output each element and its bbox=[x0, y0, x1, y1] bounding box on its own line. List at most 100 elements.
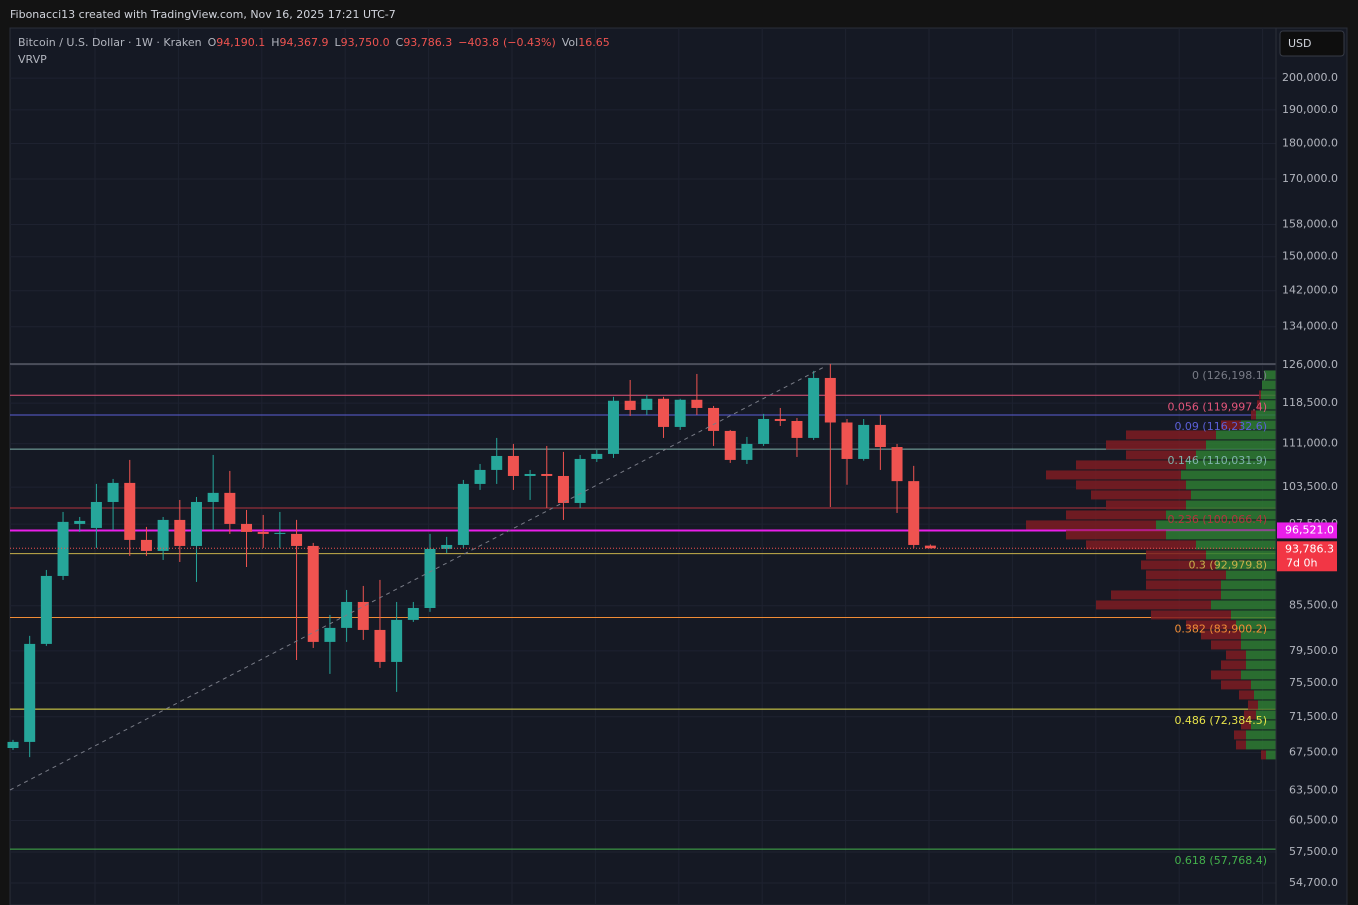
profile-down bbox=[1066, 510, 1166, 520]
profile-down bbox=[1257, 400, 1260, 410]
currency-box[interactable] bbox=[1279, 30, 1345, 57]
profile-down bbox=[1076, 480, 1186, 490]
profile-up bbox=[1181, 470, 1276, 480]
candle-body bbox=[724, 430, 736, 460]
y-tick-label: 71,500.0 bbox=[1289, 710, 1338, 723]
profile-down bbox=[1241, 720, 1251, 730]
y-tick-label: 54,700.0 bbox=[1289, 876, 1338, 889]
candle-body bbox=[57, 521, 69, 576]
candle-body bbox=[758, 418, 770, 444]
candle-body bbox=[190, 501, 202, 546]
profile-down bbox=[1086, 540, 1196, 550]
candle-body bbox=[874, 424, 886, 448]
y-tick-label: 118,500.0 bbox=[1282, 396, 1338, 409]
candle-body bbox=[374, 629, 386, 662]
poc-badge bbox=[1277, 522, 1337, 539]
change: −403.8 bbox=[458, 36, 499, 49]
candle-body bbox=[257, 531, 269, 534]
volume: 16.65 bbox=[578, 36, 610, 49]
overlay: 200,000.0 190,000.0 180,000.0 170,000.0 158,… bbox=[1167, 71, 1338, 889]
candle-body bbox=[74, 520, 86, 524]
profile-down bbox=[1221, 680, 1251, 690]
candle-body bbox=[357, 601, 369, 630]
fib-label: 0.146 (110,031.9) bbox=[1167, 454, 1267, 467]
profile-down bbox=[1111, 590, 1221, 600]
ohlc-key: O bbox=[208, 36, 217, 49]
y-tick-label: 134,000.0 bbox=[1282, 320, 1338, 333]
candle-body bbox=[474, 469, 486, 484]
profile-up bbox=[1226, 570, 1276, 580]
profile-up bbox=[1166, 530, 1276, 540]
profile-down bbox=[1151, 610, 1231, 620]
candle-body bbox=[491, 455, 503, 470]
profile-up bbox=[1186, 480, 1276, 490]
legend: Bitcoin / U.S. Dollar · 1W · Kraken O94,1… bbox=[18, 36, 610, 49]
profile-up bbox=[1256, 710, 1276, 720]
candle-body bbox=[674, 399, 686, 427]
y-tick-label: 158,000.0 bbox=[1282, 217, 1338, 230]
candle-body bbox=[557, 475, 569, 503]
ohlc-key: L bbox=[335, 36, 342, 49]
profile-down bbox=[1126, 450, 1196, 460]
y-tick-label: 57,500.0 bbox=[1289, 845, 1338, 858]
profile-up bbox=[1241, 420, 1276, 430]
profile-down bbox=[1146, 570, 1226, 580]
fib-label: 0.056 (119,997.4) bbox=[1167, 400, 1267, 413]
y-tick-label: 142,000.0 bbox=[1282, 284, 1338, 297]
candle-body bbox=[741, 443, 753, 460]
indicator: VRVP bbox=[18, 53, 47, 66]
profile-down bbox=[1026, 520, 1156, 530]
profile-down bbox=[1244, 710, 1256, 720]
fib-label: 0.09 (116,232.6) bbox=[1174, 420, 1267, 433]
candle-body bbox=[591, 453, 603, 459]
profile-up bbox=[1156, 520, 1276, 530]
profile-down bbox=[1091, 490, 1191, 500]
ohlc-value: 93,750.0 bbox=[341, 36, 390, 49]
profile-up bbox=[1266, 750, 1276, 760]
profile-up bbox=[1251, 720, 1276, 730]
fib-label: 0.3 (92,979.8) bbox=[1188, 559, 1267, 572]
profile-down bbox=[1221, 660, 1246, 670]
profile-down bbox=[1259, 390, 1261, 400]
fib-label: 0.618 (57,768.4) bbox=[1174, 854, 1267, 867]
y-tick-label: 170,000.0 bbox=[1282, 172, 1338, 185]
y-tick-label: 111,000.0 bbox=[1282, 437, 1338, 450]
y-tick-label: 126,000.0 bbox=[1282, 358, 1338, 371]
fib-trend-line bbox=[9, 365, 827, 791]
profile-up bbox=[1211, 600, 1276, 610]
profile-down bbox=[1146, 550, 1206, 560]
profile-down bbox=[1106, 500, 1186, 510]
currency[interactable]: USD bbox=[1288, 37, 1312, 50]
profile-up bbox=[1251, 680, 1276, 690]
profile-down bbox=[1211, 670, 1241, 680]
profile-down bbox=[1046, 470, 1181, 480]
candle-body bbox=[524, 473, 536, 476]
profile-up bbox=[1221, 590, 1276, 600]
profile-down bbox=[1236, 740, 1246, 750]
profile-up bbox=[1246, 740, 1276, 750]
profile-down bbox=[1248, 700, 1258, 710]
profile-up bbox=[1246, 660, 1276, 670]
profile-down bbox=[1126, 430, 1216, 440]
profile-down bbox=[1226, 650, 1246, 660]
candle-body bbox=[274, 532, 286, 534]
profile-up bbox=[1246, 650, 1276, 660]
y-tick-label: 180,000.0 bbox=[1282, 136, 1338, 149]
profile-down bbox=[1201, 630, 1241, 640]
profile-up bbox=[1206, 550, 1276, 560]
candle-body bbox=[641, 398, 653, 410]
profile-down bbox=[1186, 620, 1236, 630]
profile-up bbox=[1241, 640, 1276, 650]
candle-body bbox=[808, 377, 820, 438]
candle-body bbox=[691, 399, 703, 408]
profile-down bbox=[1076, 460, 1186, 470]
profile-up bbox=[1231, 610, 1276, 620]
ohlc-value: 94,190.1 bbox=[216, 36, 265, 49]
y-tick-label: 150,000.0 bbox=[1282, 250, 1338, 263]
candle-body bbox=[824, 377, 836, 423]
candle-body bbox=[140, 539, 152, 551]
candle-body bbox=[507, 455, 519, 476]
y-tick-label: 190,000.0 bbox=[1282, 103, 1338, 116]
header-text: Fibonacci13 created with TradingView.com… bbox=[10, 8, 396, 21]
